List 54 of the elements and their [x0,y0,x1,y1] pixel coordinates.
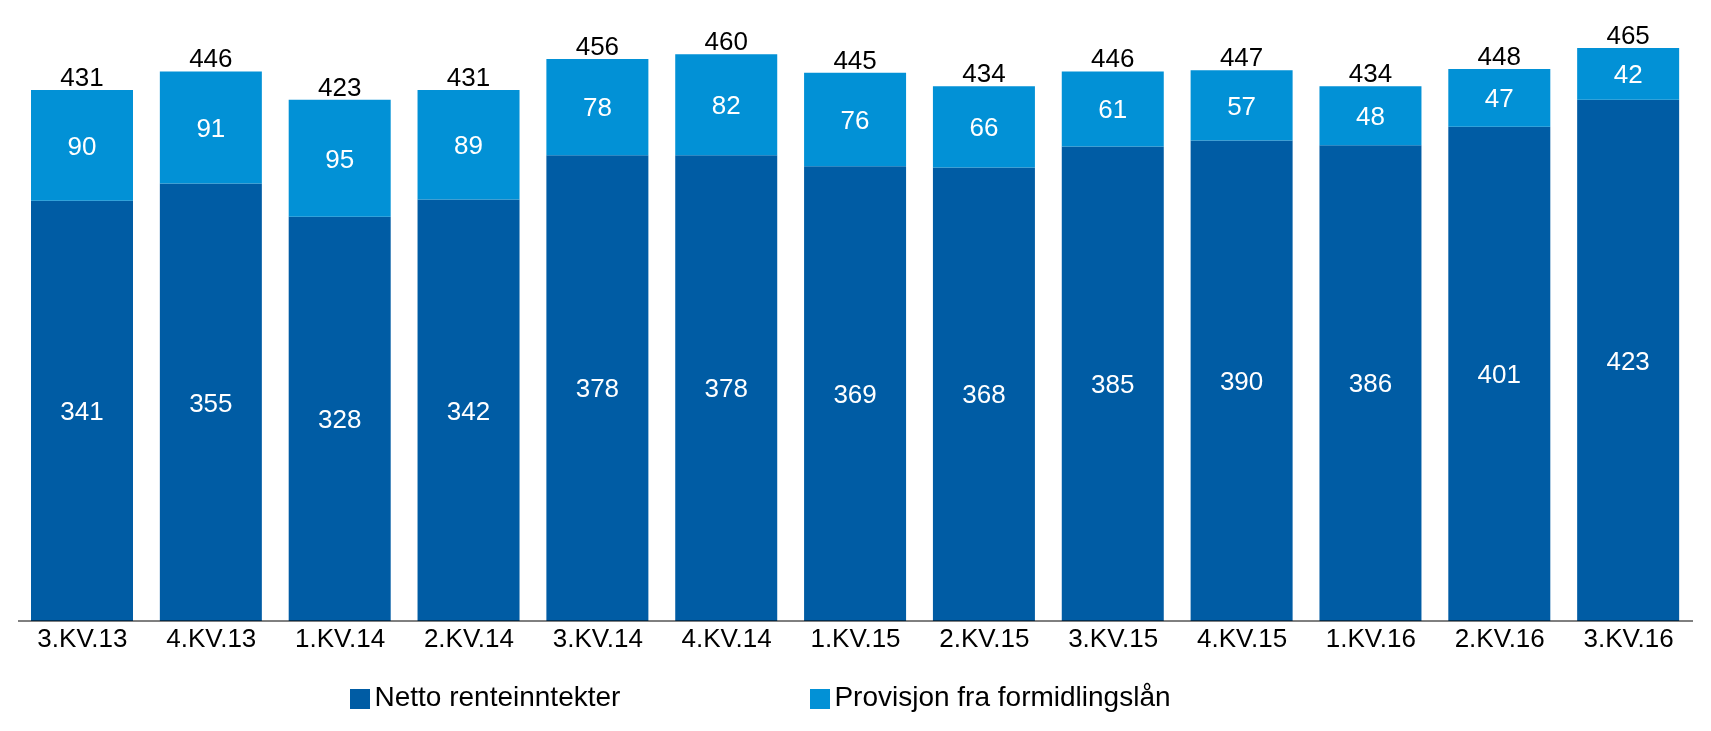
total-label: 447 [1219,42,1264,73]
data-label: 66 [969,112,999,143]
data-label: 42 [1613,59,1643,90]
x-tick-label: 4.KV.14 [681,623,772,654]
data-label: 89 [454,129,483,160]
data-label: 95 [325,143,355,174]
total-label: 446 [189,43,233,74]
data-label: 76 [840,104,870,135]
x-tick-label: 4.KV.13 [166,623,257,654]
data-label: 401 [1477,359,1521,390]
x-tick-label: 2.KV.16 [1454,623,1545,654]
data-label: 390 [1219,365,1264,396]
data-label: 369 [833,378,877,409]
data-label: 342 [446,395,491,426]
total-label: 456 [575,31,620,62]
data-label: 57 [1227,90,1257,121]
total-label: 431 [446,61,491,92]
data-label: 328 [318,404,362,435]
data-label: 48 [1356,101,1385,131]
total-label: 448 [1477,40,1521,71]
data-label: 368 [962,379,1006,410]
data-label: 82 [711,89,741,120]
data-label: 378 [704,373,748,404]
data-label: 78 [582,92,612,123]
x-tick-label: 3.KV.15 [1068,623,1159,654]
x-tick-label: 2.KV.15 [939,623,1030,654]
data-label: 378 [575,373,620,404]
legend-label: Netto renteinntekter [374,681,621,712]
data-label: 91 [196,112,226,143]
data-label: 423 [1606,345,1650,376]
data-label: 386 [1348,368,1393,399]
total-label: 446 [1091,43,1135,74]
total-label: 445 [833,44,877,75]
total-label: 460 [704,26,748,57]
x-tick-label: 3.KV.13 [37,623,128,654]
total-label: 465 [1606,20,1650,50]
data-label: 47 [1484,83,1514,114]
total-label: 434 [962,58,1006,89]
total-label: 423 [318,71,362,102]
x-tick-label: 4.KV.15 [1196,623,1288,654]
total-label: 434 [1348,58,1393,89]
x-tick-label: 3.KV.14 [552,623,643,654]
legend-label: Provisjon fra formidlingslån [834,681,1171,712]
data-label: 61 [1098,94,1128,125]
x-tick-label: 2.KV.14 [423,623,515,654]
data-label: 385 [1091,369,1135,400]
data-label: 341 [60,396,104,427]
data-label: 90 [67,130,97,161]
data-label: 355 [189,387,233,418]
x-tick-label: 1.KV.15 [810,623,901,654]
x-tick-label: 1.KV.14 [295,623,386,654]
total-label: 431 [60,61,104,92]
x-tick-label: 1.KV.16 [1325,623,1416,654]
x-tick-label: 3.KV.16 [1583,623,1674,654]
